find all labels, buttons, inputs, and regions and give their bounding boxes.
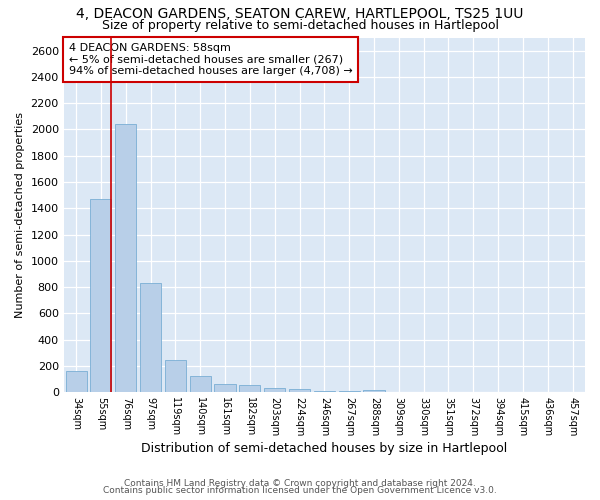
Bar bbox=[338, 391, 360, 392]
Bar bbox=[65, 371, 86, 392]
Text: Size of property relative to semi-detached houses in Hartlepool: Size of property relative to semi-detach… bbox=[101, 18, 499, 32]
Bar bbox=[165, 360, 186, 392]
Bar bbox=[190, 376, 211, 392]
Bar bbox=[264, 388, 285, 392]
Bar bbox=[140, 283, 161, 392]
Bar bbox=[364, 390, 385, 392]
Text: Contains public sector information licensed under the Open Government Licence v3: Contains public sector information licen… bbox=[103, 486, 497, 495]
Text: 4, DEACON GARDENS, SEATON CAREW, HARTLEPOOL, TS25 1UU: 4, DEACON GARDENS, SEATON CAREW, HARTLEP… bbox=[76, 8, 524, 22]
Bar bbox=[214, 384, 236, 392]
X-axis label: Distribution of semi-detached houses by size in Hartlepool: Distribution of semi-detached houses by … bbox=[141, 442, 508, 455]
Text: 4 DEACON GARDENS: 58sqm
← 5% of semi-detached houses are smaller (267)
94% of se: 4 DEACON GARDENS: 58sqm ← 5% of semi-det… bbox=[69, 43, 353, 76]
Text: Contains HM Land Registry data © Crown copyright and database right 2024.: Contains HM Land Registry data © Crown c… bbox=[124, 478, 476, 488]
Bar bbox=[239, 385, 260, 392]
Bar bbox=[91, 199, 112, 392]
Bar bbox=[115, 124, 136, 392]
Y-axis label: Number of semi-detached properties: Number of semi-detached properties bbox=[15, 112, 25, 318]
Bar bbox=[314, 391, 335, 392]
Bar bbox=[289, 389, 310, 392]
